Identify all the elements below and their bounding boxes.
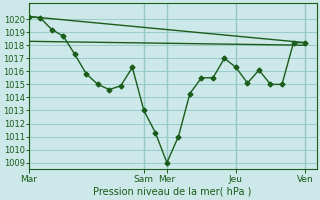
X-axis label: Pression niveau de la mer( hPa ): Pression niveau de la mer( hPa ) (93, 187, 252, 197)
